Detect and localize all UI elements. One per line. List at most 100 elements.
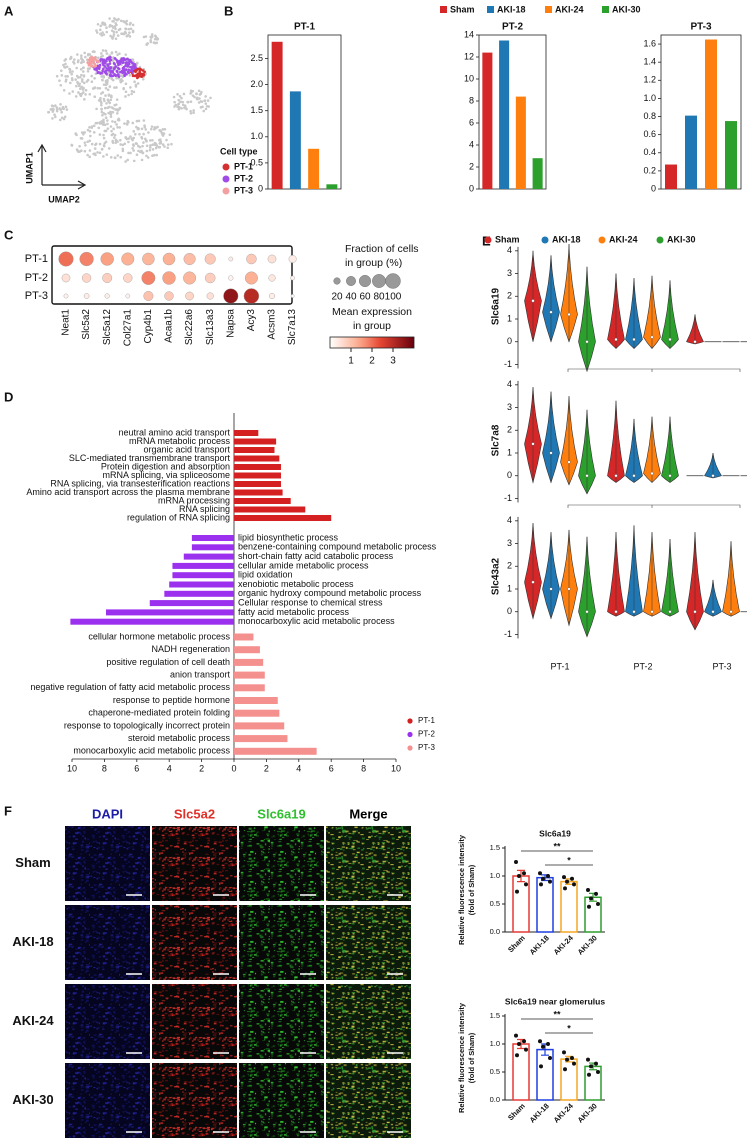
significance-label: *	[567, 855, 571, 865]
legend-label: AKI-24	[609, 234, 638, 244]
cluster-dot	[132, 66, 136, 70]
size-legend-dot	[346, 276, 356, 286]
data-point	[563, 1067, 567, 1072]
cell-dot	[98, 142, 102, 146]
plot-frame	[51, 245, 293, 305]
bar	[512, 1043, 530, 1101]
bar	[725, 121, 737, 189]
cell-dot	[110, 94, 113, 98]
cell-dot	[166, 143, 170, 146]
data-point	[589, 896, 593, 901]
cluster-dot	[89, 56, 92, 60]
cluster-dot	[132, 62, 136, 66]
colorbar-label: 3	[390, 356, 396, 367]
cell-dot	[110, 77, 114, 81]
cell-dot	[106, 122, 109, 126]
cell-dot	[125, 34, 129, 38]
data-point	[524, 882, 528, 887]
violin-median	[632, 337, 636, 342]
cell-dot	[78, 87, 82, 91]
cell-dot	[178, 94, 182, 98]
cell-dot	[83, 51, 86, 55]
dot	[162, 271, 176, 285]
cluster-dot	[127, 71, 130, 75]
chart-title: Slc6a19 near glomerulus	[505, 996, 605, 1006]
cell-dot	[128, 31, 131, 34]
y-tick-label: 1.0	[490, 871, 500, 880]
violin-median	[632, 610, 636, 614]
cell-dot	[129, 27, 133, 31]
cell-dot	[106, 119, 109, 122]
y-tick-label: -1	[504, 359, 512, 369]
legend-title: Mean expression	[332, 306, 412, 318]
dot	[204, 253, 216, 265]
violin-median	[668, 610, 672, 614]
significance-label: **	[553, 841, 561, 851]
cell-dot	[110, 106, 114, 109]
micrograph	[152, 1063, 237, 1138]
cell-dot	[109, 125, 113, 128]
cell-dot	[198, 97, 201, 100]
bar	[234, 438, 277, 445]
bar	[289, 91, 301, 189]
micrograph	[326, 1063, 411, 1138]
cell-dot	[135, 153, 139, 157]
cell-dot	[82, 91, 85, 94]
gene-label: Slc5a2	[81, 309, 92, 340]
cluster-dot	[105, 72, 108, 76]
cell-dot	[131, 121, 135, 125]
row-label: Sham	[15, 855, 50, 870]
cell-dot	[131, 29, 135, 33]
cell-dot	[100, 92, 103, 95]
cell-dot	[117, 118, 121, 122]
cluster-dot	[97, 67, 101, 71]
cell-dot	[106, 127, 110, 130]
cell-dot	[192, 111, 195, 115]
cell-dot	[104, 94, 107, 97]
data-point	[587, 1072, 591, 1077]
micrograph	[326, 826, 411, 901]
y-tick-label: 1	[507, 447, 512, 457]
cell-dot	[94, 142, 98, 146]
term-label: response to topologically incorrect prot…	[64, 720, 230, 730]
cell-dot	[146, 156, 150, 159]
term-label: lipid oxidation	[238, 570, 293, 580]
bar	[234, 633, 254, 641]
violin-median	[632, 474, 636, 478]
bar	[106, 609, 234, 616]
cell-dot	[113, 25, 117, 28]
cell-dot	[66, 75, 69, 78]
cell-dot	[110, 29, 114, 32]
y-tick-label: 1.5	[250, 105, 263, 115]
cell-dot	[120, 78, 123, 81]
bar	[234, 481, 281, 487]
cell-dot	[91, 87, 95, 90]
violin-median	[531, 299, 535, 303]
bar	[234, 658, 264, 666]
cell-dot	[127, 93, 130, 97]
cell-dot	[68, 68, 72, 72]
cluster-dot	[103, 65, 107, 68]
data-point	[524, 1047, 528, 1052]
cluster-dot	[123, 73, 126, 77]
cell-dot	[64, 58, 68, 61]
cell-dot	[95, 29, 98, 32]
cell-dot	[134, 133, 137, 136]
cell-dot	[75, 84, 78, 88]
cluster-dot	[114, 57, 117, 61]
cell-dot	[100, 52, 103, 55]
x-tick-label: AKI-30	[576, 1101, 599, 1124]
cell-dot	[113, 133, 117, 137]
cell-dot	[95, 107, 98, 111]
legend-title: in group	[353, 320, 391, 332]
x-tick-label: AKI-18	[528, 933, 551, 956]
cell-dot	[83, 149, 87, 153]
gene-label: Slc7a8	[491, 424, 502, 456]
cell-dot	[86, 69, 90, 73]
dot	[141, 271, 156, 285]
colorbar	[329, 336, 415, 349]
cell-dot	[106, 98, 110, 102]
legend-marker	[440, 6, 447, 13]
data-point	[596, 902, 600, 906]
cell-dot	[114, 27, 117, 31]
